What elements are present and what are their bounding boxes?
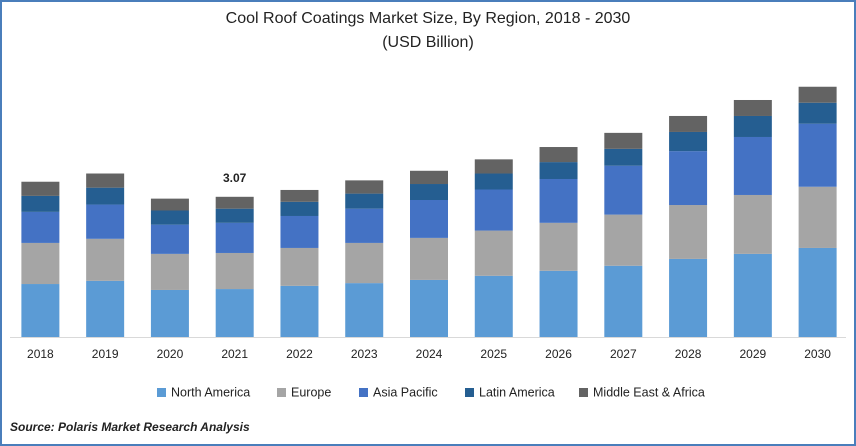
bar-segment: [215, 289, 254, 337]
legend-label: Latin America: [479, 385, 555, 399]
bar-segment: [280, 215, 319, 248]
x-tick-label: 2029: [739, 347, 766, 361]
annotation: 3.07: [223, 171, 247, 185]
bar-segment: [474, 230, 513, 276]
bar-segment: [410, 170, 448, 185]
bar-segment: [345, 180, 384, 194]
bar-segment: [539, 178, 578, 223]
x-tick-label: 2027: [610, 347, 637, 361]
chart-title: Cool Roof Coatings Market Size, By Regio…: [226, 10, 631, 27]
bar-segment: [150, 289, 189, 337]
bar-segment: [150, 224, 189, 254]
bar-segment: [539, 147, 578, 163]
chart-subtitle: (USD Billion): [382, 34, 474, 51]
legend-swatch: [465, 388, 474, 397]
x-tick-label: 2019: [92, 347, 119, 361]
x-tick-label: 2021: [221, 347, 248, 361]
bar-segment: [474, 275, 513, 337]
x-tick-label: 2022: [286, 347, 313, 361]
bar-segment: [798, 123, 837, 187]
bar-segment: [669, 131, 708, 152]
bar-segment: [86, 173, 125, 188]
legend-swatch: [277, 388, 286, 397]
bar-segment: [474, 173, 513, 190]
bar-segment: [604, 132, 643, 149]
legend-swatch: [359, 388, 368, 397]
bar-segment: [604, 265, 643, 337]
legend-label: Asia Pacific: [373, 385, 438, 399]
legend-swatch: [579, 388, 588, 397]
bar-segment: [410, 279, 448, 337]
bar-segment: [86, 280, 125, 337]
bar-segment: [345, 193, 384, 209]
bar-segment: [604, 148, 643, 166]
bar-segment: [345, 208, 384, 243]
bar-segment: [733, 253, 772, 337]
bar-segment: [669, 205, 708, 259]
bar-segment: [733, 136, 772, 195]
bar-segment: [733, 99, 772, 116]
bar-segment: [410, 237, 448, 280]
bar-segment: [21, 284, 60, 337]
bar-segment: [280, 285, 319, 337]
x-tick-label: 2024: [416, 347, 443, 361]
bar-segment: [86, 238, 125, 281]
bar-segment: [21, 195, 60, 212]
x-tick-label: 2026: [545, 347, 572, 361]
bar-segment: [150, 198, 189, 211]
bar-segment: [669, 258, 708, 337]
legend-label: Middle East & Africa: [593, 385, 705, 399]
bar-segment: [604, 214, 643, 266]
bar-segment: [21, 242, 60, 285]
bar-segment: [86, 204, 125, 239]
x-tick-label: 2030: [804, 347, 831, 361]
bar-segment: [215, 208, 254, 223]
bar-segment: [539, 222, 578, 271]
bar-segment: [669, 115, 708, 132]
bar-segment: [604, 165, 643, 215]
bar-segment: [669, 151, 708, 206]
legend-label: Europe: [291, 385, 331, 399]
bar-segment: [410, 200, 448, 238]
x-tick-label: 2020: [157, 347, 184, 361]
bar-segment: [798, 86, 837, 103]
bar-segment: [345, 242, 384, 284]
bar-segment: [733, 115, 772, 137]
bar-segment: [280, 247, 319, 286]
x-tick-label: 2028: [675, 347, 702, 361]
bar-segment: [345, 283, 384, 337]
legend-label: North America: [171, 385, 250, 399]
bar-segment: [798, 247, 837, 337]
source: Source: Polaris Market Research Analysis: [10, 420, 250, 434]
bar-segment: [733, 194, 772, 254]
x-tick-label: 2018: [27, 347, 54, 361]
bar-segment: [86, 187, 125, 205]
bar-segment: [215, 222, 254, 253]
x-tick-label: 2025: [480, 347, 507, 361]
bar-segment: [280, 201, 319, 216]
x-tick-label: 2023: [351, 347, 378, 361]
bar-segment: [21, 181, 60, 196]
bar-segment: [798, 102, 837, 124]
bar-segment: [474, 159, 513, 174]
bar-segment: [150, 253, 189, 290]
bar-segment: [798, 186, 837, 248]
bar-segment: [280, 189, 319, 202]
legend-swatch: [157, 388, 166, 397]
bar-segment: [474, 189, 513, 231]
bar-segment: [410, 184, 448, 200]
bar-segment: [215, 196, 254, 209]
bar-segment: [21, 211, 60, 243]
bar-segment: [539, 162, 578, 179]
bar-segment: [215, 252, 254, 290]
bar-segment: [539, 270, 578, 337]
bar-segment: [150, 210, 189, 225]
